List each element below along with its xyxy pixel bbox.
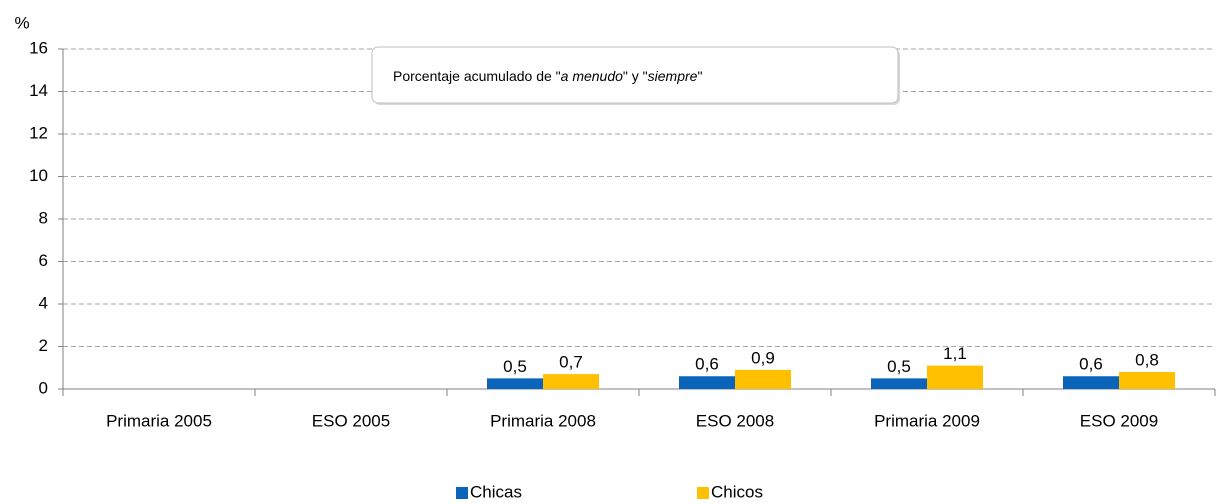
x-tick-label: ESO 2009	[1080, 411, 1158, 430]
bar	[735, 369, 791, 389]
annotation-part: a menudo	[561, 68, 623, 84]
y-tick-label: 10	[29, 166, 48, 185]
bar	[543, 374, 599, 389]
y-tick-label: 8	[39, 208, 48, 227]
annotation-part: Porcentaje acumulado de "	[393, 68, 561, 84]
value-label: 0,8	[1135, 350, 1159, 369]
x-tick-label: Primaria 2005	[106, 411, 212, 430]
value-label: 0,5	[503, 357, 527, 376]
x-tick-label: Primaria 2009	[874, 411, 980, 430]
y-tick-label: 0	[39, 378, 48, 397]
annotation-part: "	[697, 68, 702, 84]
bar	[487, 378, 543, 389]
annotation-part: siempre	[648, 68, 698, 84]
legend-label: Chicos	[711, 482, 763, 501]
y-tick-label: 16	[29, 38, 48, 57]
y-tick-label: 14	[29, 81, 48, 100]
annotation-part: " y "	[623, 68, 648, 84]
value-label: 1,1	[943, 344, 967, 363]
annotation-text: Porcentaje acumulado de "a menudo" y "si…	[393, 68, 702, 84]
bar	[1063, 376, 1119, 389]
y-axis-label: %	[14, 13, 29, 32]
y-tick-label: 4	[39, 293, 48, 312]
legend-swatch	[697, 487, 709, 499]
y-tick-label: 12	[29, 123, 48, 142]
value-label: 0,9	[751, 348, 775, 367]
annotation-box	[371, 46, 899, 104]
legend-swatch	[456, 487, 468, 499]
y-tick-label: 2	[39, 336, 48, 355]
value-label: 0,7	[559, 353, 583, 372]
legend-label: Chicas	[470, 482, 522, 501]
annotation: Porcentaje acumulado de "a menudo" y "si…	[371, 46, 900, 105]
y-tick-label: 6	[39, 251, 48, 270]
value-label: 0,6	[1079, 355, 1103, 374]
x-tick-label: ESO 2008	[696, 411, 774, 430]
x-tick-label: Primaria 2008	[490, 411, 596, 430]
x-tick-label: ESO 2005	[312, 411, 390, 430]
bar	[679, 376, 735, 389]
value-label: 0,5	[887, 357, 911, 376]
bar	[871, 378, 927, 389]
value-label: 0,6	[695, 355, 719, 374]
bar	[927, 365, 983, 389]
bar	[1119, 372, 1175, 389]
